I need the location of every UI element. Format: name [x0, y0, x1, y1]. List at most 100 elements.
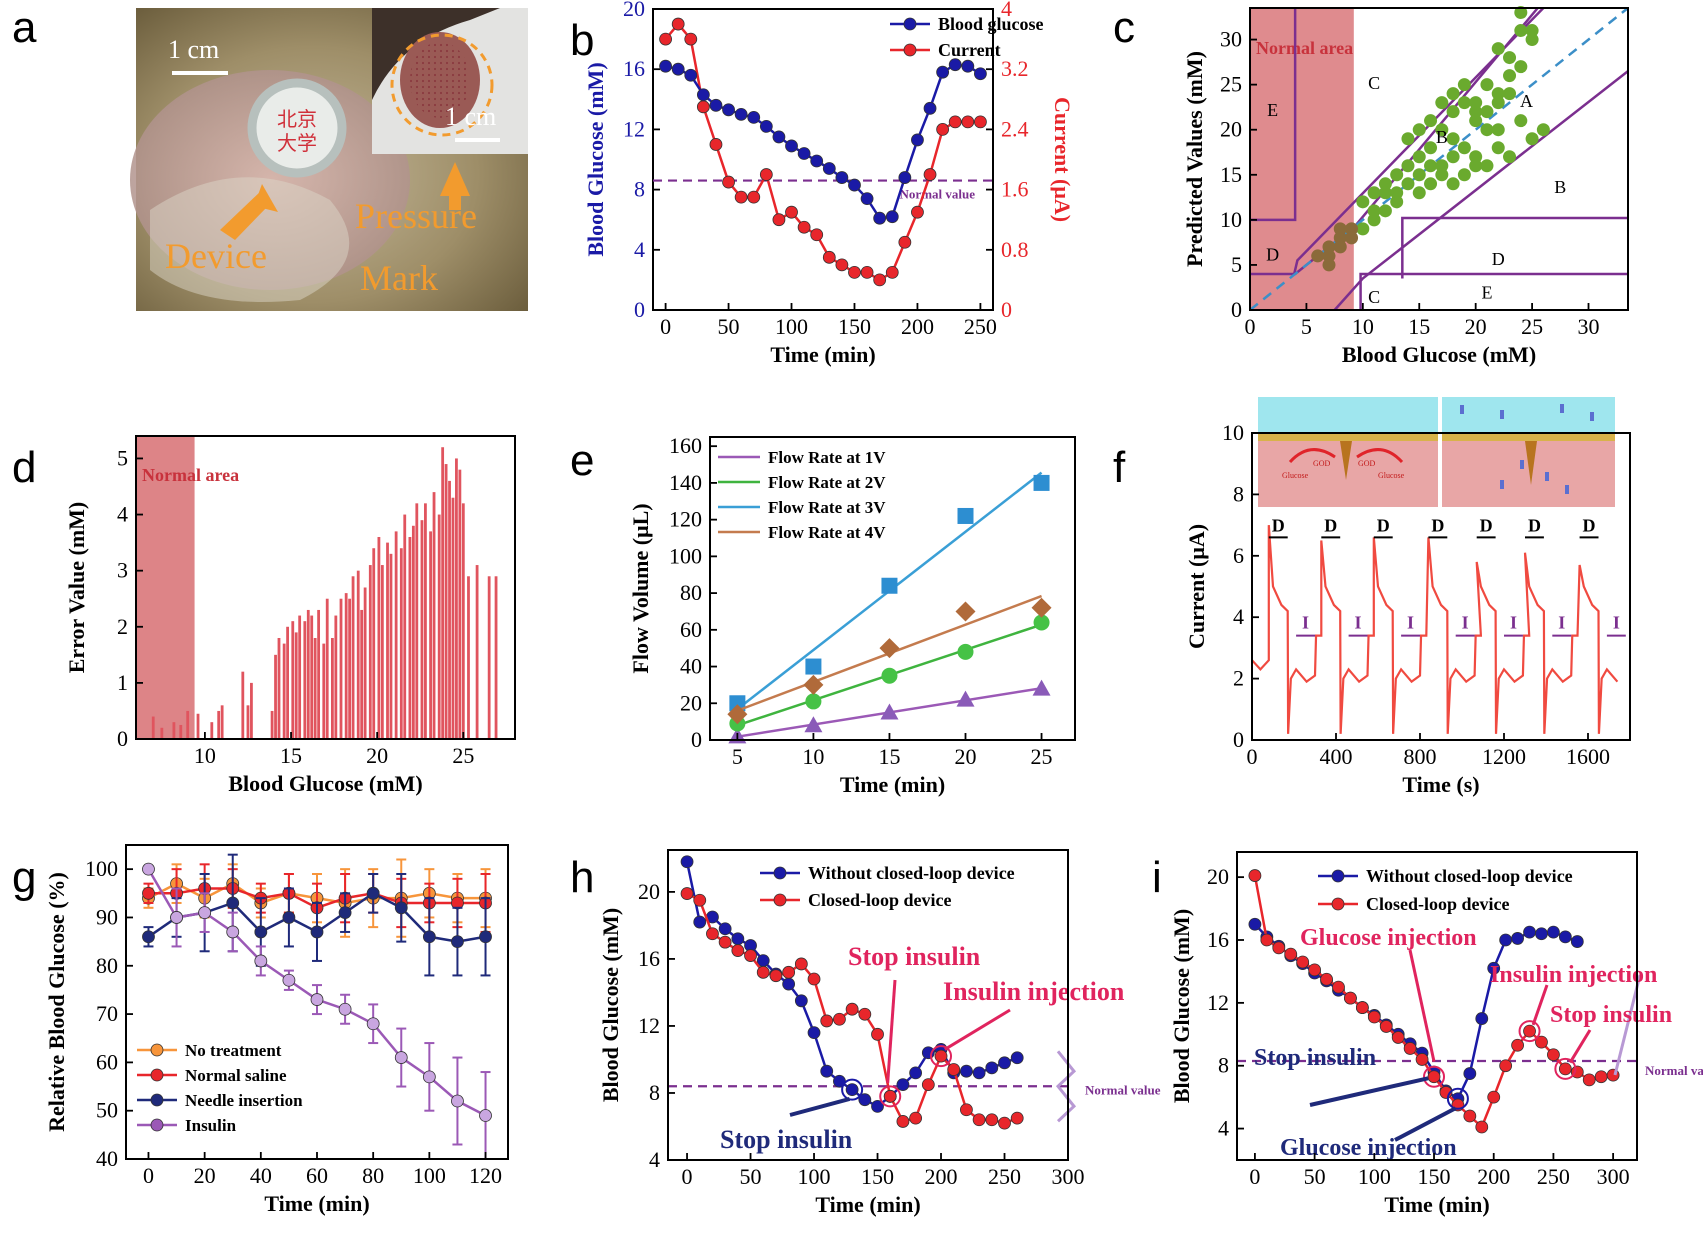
chart-d-ytick-label: 3 — [117, 558, 128, 583]
chart-b-point-current — [961, 115, 975, 129]
chart-h-arrow — [944, 1008, 1011, 1051]
chart-d-bar — [294, 632, 298, 739]
chart-h-point-without — [718, 922, 732, 936]
chart-d-bar — [172, 722, 176, 739]
chart-d-bar — [322, 643, 326, 739]
chart-c-point — [1333, 222, 1347, 236]
chart-c-zone-label: C — [1368, 73, 1380, 93]
chart-d-bar — [282, 643, 286, 739]
chart-e-point — [1032, 679, 1051, 696]
chart-b-ytick-label: 0 — [634, 297, 645, 322]
chart-e-legend-label: Flow Rate at 3V — [768, 498, 886, 517]
chart-h-annotation-stop-insulin-2: Stop insulin — [848, 942, 981, 971]
panel-letter-a: a — [12, 3, 37, 52]
chart-g: No treatment Normal saline Needle insertio… — [44, 844, 509, 1216]
chart-f-ylabel: Current (μA) — [1184, 524, 1209, 649]
chart-c-point — [1390, 186, 1404, 200]
chart-c-point — [1514, 6, 1528, 20]
chart-c-point — [1469, 150, 1483, 164]
chart-h-point-closed — [998, 1116, 1011, 1130]
chart-c-xtick-label: 5 — [1301, 314, 1312, 339]
chart-h-xtick-label: 300 — [1052, 1164, 1085, 1189]
chart-f-xtick-label: 400 — [1320, 744, 1353, 769]
chart-b-xtick-label: 250 — [964, 314, 997, 339]
chart-e-point — [805, 693, 822, 710]
chart-h-ytick-label: 12 — [638, 1013, 660, 1038]
chart-i-point-closed — [1403, 1042, 1417, 1055]
chart-h: Normal value Stop insulin Stop insulin Insu… — [598, 849, 1161, 1217]
chart-d-bar — [317, 609, 321, 739]
chart-d-ytick-label: 1 — [117, 670, 128, 695]
chart-c-xtick-label: 20 — [1465, 314, 1487, 339]
chart-b-point-current — [684, 32, 698, 46]
chart-h-point-closed — [845, 1002, 859, 1016]
chart-i-highlight-circle — [1423, 1065, 1446, 1088]
chart-c-point — [1469, 159, 1483, 173]
chart-d-bar — [372, 548, 376, 739]
chart-c-point — [1480, 78, 1494, 92]
chart-h-annotation-stop-insulin: Stop insulin — [720, 1125, 853, 1154]
chart-h-point-without — [693, 915, 707, 929]
chart-f: D I D I D I D I D I D I D I 0 400 800 1200 1600 0 2 4 6 8 10 Time… — [1184, 420, 1631, 797]
chart-c-point — [1435, 96, 1449, 110]
chart-d-xtick-label: 15 — [280, 743, 302, 768]
chart-e-point — [956, 690, 975, 707]
chart-e-point — [955, 601, 976, 622]
chart-h-point-without — [972, 1066, 986, 1080]
chart-g-point — [310, 993, 324, 1006]
chart-g-legend-0-marker — [150, 1043, 164, 1057]
chart-c-point — [1322, 249, 1336, 263]
chart-i-point-closed — [1594, 1070, 1608, 1084]
chart-d-ytick-label: 0 — [117, 726, 128, 751]
chart-e-point — [1031, 597, 1052, 618]
panel-letter-g: g — [12, 853, 36, 902]
chart-c-point — [1412, 168, 1426, 182]
chart-d-ytick-label: 4 — [117, 502, 128, 527]
chart-c-plot-frame — [1249, 7, 1629, 311]
chart-g-xtick-label: 40 — [250, 1163, 272, 1188]
chart-b-plot-frame — [652, 8, 994, 311]
chart-g-xtick-label: 60 — [306, 1163, 328, 1188]
chart-d-bar — [306, 609, 310, 739]
chart-h-ylabel: Blood Glucose (mM) — [598, 908, 623, 1102]
chart-f-d-label: D — [1528, 515, 1541, 535]
chart-h-point-without — [845, 1083, 859, 1097]
chart-i-point-closed — [1427, 1070, 1441, 1084]
chart-c-xlabel: Blood Glucose (mM) — [1342, 342, 1536, 367]
chart-b-point-blood-glucose — [671, 62, 685, 76]
chart-i-legend-closed-marker — [1331, 897, 1345, 911]
device-label: Device — [165, 236, 267, 276]
chart-h-point-closed — [807, 972, 821, 986]
chart-b-xtick-label: 50 — [718, 314, 740, 339]
chart-g-legend-3-marker — [150, 1118, 164, 1132]
chart-d-bar — [313, 638, 317, 739]
chart-d-bar — [325, 598, 329, 739]
chart-c-ytick-label: 20 — [1220, 117, 1242, 142]
chart-g-point — [198, 906, 212, 920]
chart-c-point — [1457, 141, 1471, 155]
chart-c-point — [1480, 159, 1494, 173]
chart-g-legend-1-label: Normal saline — [185, 1066, 287, 1085]
chart-h-highlight-circle — [879, 1085, 902, 1108]
chart-g-point — [422, 930, 436, 944]
chart-e-xtick-label: 10 — [802, 744, 824, 769]
chart-d-bar — [380, 565, 384, 739]
chart-d-bar — [377, 537, 381, 739]
chart-d-bar — [160, 727, 164, 739]
pressure-mark-circle — [390, 33, 494, 137]
chart-b-point-current — [923, 168, 937, 181]
chart-h-point-without — [858, 1093, 872, 1107]
chart-c-ytick-label: 25 — [1220, 72, 1242, 97]
chart-h-arrow — [789, 1097, 851, 1117]
chart-c-point — [1367, 186, 1381, 200]
chart-e-ytick-label: 80 — [680, 580, 702, 605]
chart-i-point-closed — [1547, 1048, 1560, 1062]
chart-b-point-blood-glucose — [848, 178, 861, 192]
chart-g-ytick-label: 80 — [96, 953, 118, 978]
chart-b-xtick-label: 0 — [660, 314, 671, 339]
chart-e-point — [880, 703, 899, 720]
chart-g-ytick-label: 40 — [96, 1146, 118, 1171]
chart-b-point-current — [873, 273, 887, 287]
chart-b-point-current — [860, 265, 874, 279]
